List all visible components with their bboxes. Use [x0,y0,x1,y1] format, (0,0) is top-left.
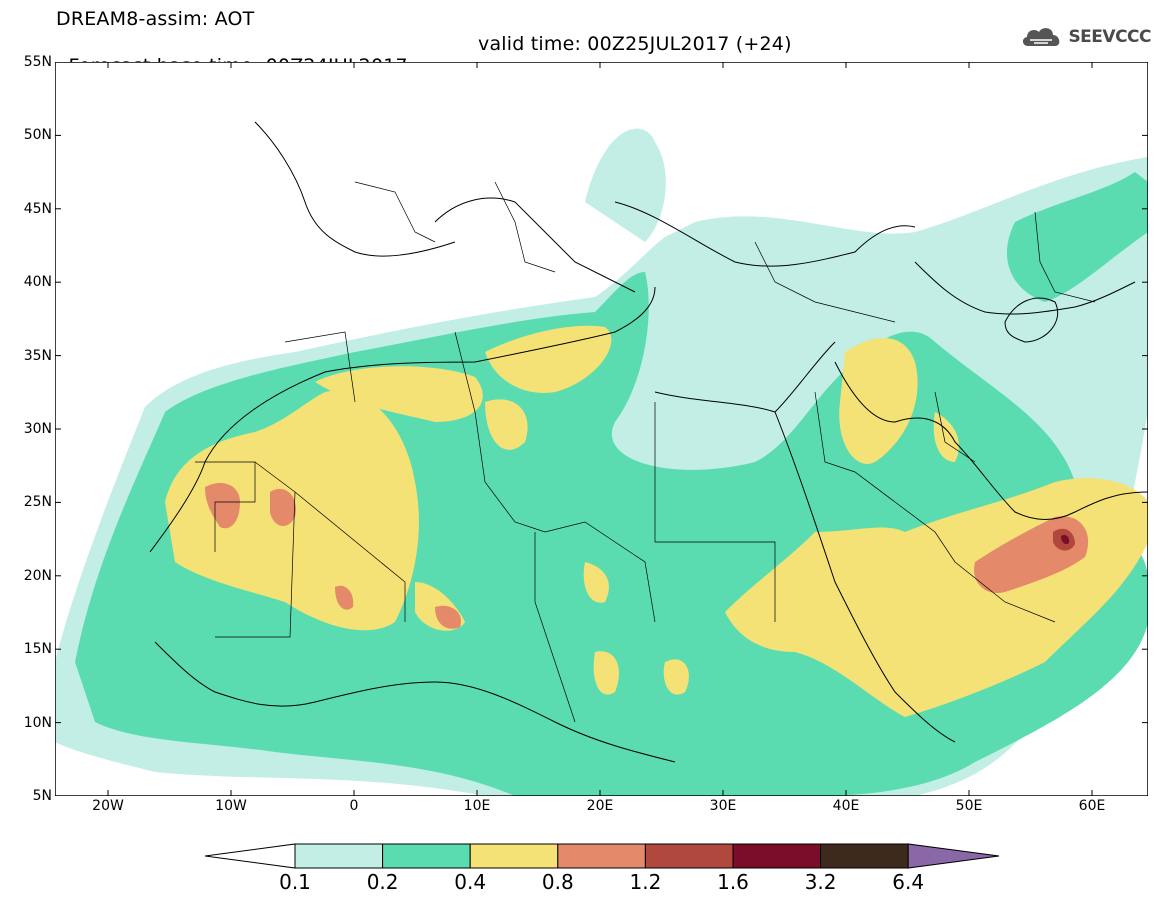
cloud-logo-icon [1023,28,1060,46]
lat-label: 50N [23,127,52,144]
legend-swatch [382,843,471,869]
lon-label: 40E [832,798,860,814]
lat-label: 30N [23,421,52,437]
legend-level-label: 3.2 [804,870,837,894]
lon-label: 10E [463,798,491,814]
lat-label: 25N [23,494,52,511]
legend-arrow-high [907,843,1000,869]
legend-level-label: 1.6 [717,870,749,894]
lon-label: 10W [215,798,247,814]
lat-label: 5N [32,788,52,804]
legend-level-label: 0.2 [366,870,399,894]
map-title: DREAM8-assim: AOT [56,8,255,30]
legend-swatch [469,843,559,869]
seevccc-logo: SEEVCCC [1020,24,1151,50]
legend-level-label: 6.4 [892,870,925,894]
legend-arrow-low [205,843,296,869]
legend-swatch [294,843,384,869]
coastlines [149,121,1148,763]
lon-label: 60E [1078,798,1106,814]
lat-label: 20N [23,567,52,584]
legend-level-label: 0.4 [454,870,487,894]
lon-label: 0 [349,798,359,814]
country-borders [195,181,1096,723]
lat-label: 10N [23,714,52,731]
lat-label: 35N [23,347,52,364]
legend-swatch [644,843,734,869]
lon-label: 30E [709,798,737,814]
valid-time: valid time: 00Z25JUL2017 (+24) [478,33,792,55]
lat-label: 55N [23,54,52,70]
lat-label: 15N [23,641,52,658]
logo-text: SEEVCCC [1068,27,1151,47]
legend-swatch [557,843,646,869]
aot-level-1-6 [1061,534,1070,545]
lon-label: 20W [92,798,124,814]
lat-label: 45N [23,200,52,217]
color-legend [205,843,1000,869]
legend-level-label: 0.8 [541,870,574,894]
lon-label: 50E [955,798,983,814]
axis-ticks [55,62,1148,796]
lon-label: 20E [586,798,614,814]
legend-level-label: 1.2 [629,870,662,894]
legend-swatch [732,843,822,869]
legend-level-label: 0.1 [279,870,311,894]
legend-swatch [820,843,909,869]
aot-map [55,62,1148,796]
lat-label: 40N [23,274,52,291]
